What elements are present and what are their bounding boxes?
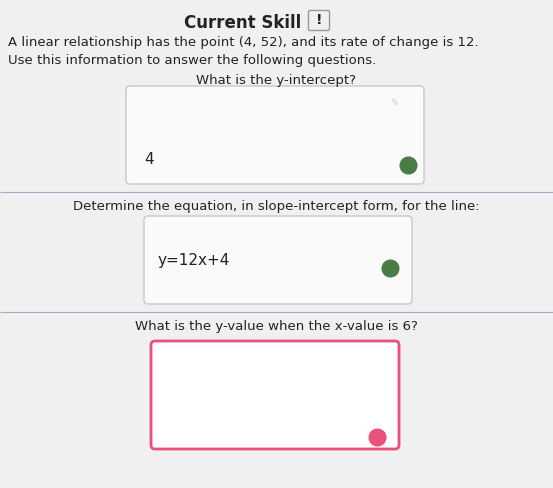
Text: Determine the equation, in slope-intercept form, for the line:: Determine the equation, in slope-interce…	[73, 200, 480, 213]
Text: ✎: ✎	[390, 98, 398, 108]
Text: 4: 4	[144, 152, 154, 167]
FancyBboxPatch shape	[126, 86, 424, 184]
Text: What is the y-intercept?: What is the y-intercept?	[196, 74, 357, 87]
Text: Use this information to answer the following questions.: Use this information to answer the follo…	[8, 54, 376, 67]
Text: What is the y-value when the x-value is 6?: What is the y-value when the x-value is …	[135, 320, 418, 333]
FancyBboxPatch shape	[309, 11, 330, 30]
Text: A linear relationship has the point (4, 52), and its rate of change is 12.: A linear relationship has the point (4, …	[8, 36, 479, 49]
Text: y=12x+4: y=12x+4	[158, 252, 231, 267]
FancyBboxPatch shape	[144, 216, 412, 304]
Text: Current Skill: Current Skill	[184, 14, 301, 32]
Text: !: !	[316, 14, 322, 27]
FancyBboxPatch shape	[151, 341, 399, 449]
